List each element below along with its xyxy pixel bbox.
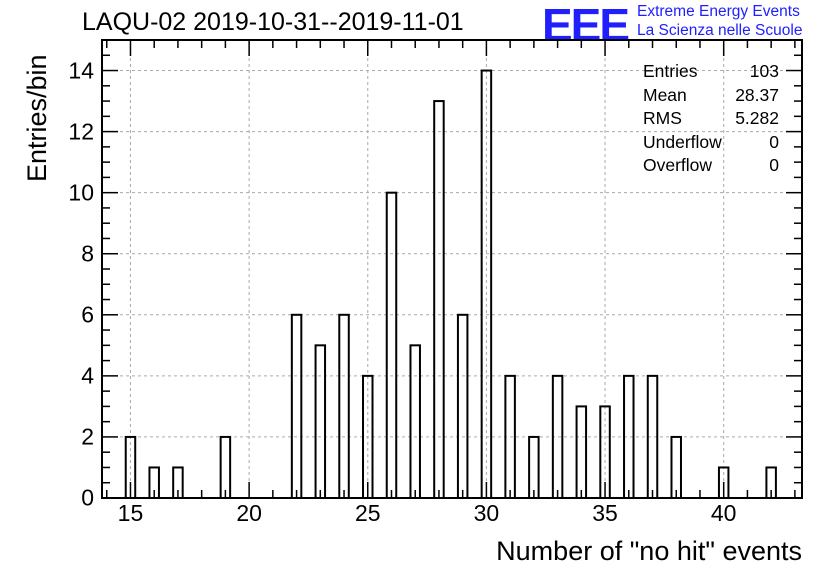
- y-axis-label: Entries/bin: [22, 54, 52, 182]
- x-tick-label: 15: [117, 500, 144, 526]
- stats-overflow-value: 0: [769, 155, 779, 175]
- stats-row-underflow: Underflow 0: [636, 131, 779, 155]
- x-axis-label: Number of "no hit" events: [496, 536, 802, 566]
- stats-underflow-label: Underflow: [643, 131, 722, 152]
- stats-mean-value: 28.37: [735, 84, 779, 105]
- histogram-bar: [670, 435, 682, 499]
- x-tick-label: 40: [710, 500, 737, 526]
- stats-row-mean: Mean 28.37: [636, 84, 779, 108]
- stats-rms-value: 5.282: [735, 108, 779, 128]
- histogram-bar: [409, 344, 421, 500]
- stats-row-rms: RMS 5.282: [636, 107, 779, 131]
- stats-entries-label: Entries: [643, 61, 698, 81]
- stats-rms-label: RMS: [643, 108, 682, 128]
- histogram-bar: [528, 435, 540, 499]
- stats-row-entries: Entries 103: [636, 60, 779, 84]
- histogram-bar: [290, 313, 303, 499]
- stats-entries-value: 103: [749, 61, 779, 81]
- y-tick-label: 6: [81, 301, 94, 328]
- y-tick-label: 10: [68, 179, 94, 206]
- logo-line-1: Extreme Energy Events: [637, 3, 800, 20]
- x-tick-label: 25: [354, 500, 381, 526]
- stats-box: Entries 103 Mean 28.37 RMS 5.282 Underflow 0…: [636, 60, 779, 178]
- histogram-bar: [575, 405, 588, 499]
- y-tick-label: 0: [81, 484, 94, 511]
- stats-underflow-value: 0: [769, 131, 779, 152]
- y-tick-label: 4: [81, 362, 94, 389]
- histogram-bar: [314, 344, 327, 500]
- x-tick-label: 30: [473, 500, 500, 526]
- y-tick-label: 2: [81, 423, 94, 450]
- x-tick-label: 20: [236, 500, 262, 526]
- stats-overflow-label: Overflow: [643, 155, 713, 175]
- histogram-bar: [480, 69, 493, 500]
- stats-row-overflow: Overflow 0: [636, 154, 779, 178]
- y-tick-label: 14: [68, 57, 94, 84]
- histogram-bar: [219, 435, 232, 499]
- histogram-bar: [433, 100, 445, 499]
- eee-logo-text: Extreme Energy Events La Scienza nelle S…: [637, 2, 802, 40]
- histogram-bar: [338, 313, 350, 499]
- x-tick-label: 35: [592, 500, 618, 526]
- stats-mean-label: Mean: [643, 84, 687, 105]
- chart-title: LAQU-02 2019-10-31--2019-11-01: [82, 8, 464, 36]
- y-tick-label: 12: [68, 118, 94, 145]
- histogram-bar: [456, 313, 469, 499]
- histogram-bar: [385, 191, 398, 500]
- y-tick-label: 8: [81, 240, 94, 267]
- logo-line-2: La Scienza nelle Scuole: [637, 22, 803, 39]
